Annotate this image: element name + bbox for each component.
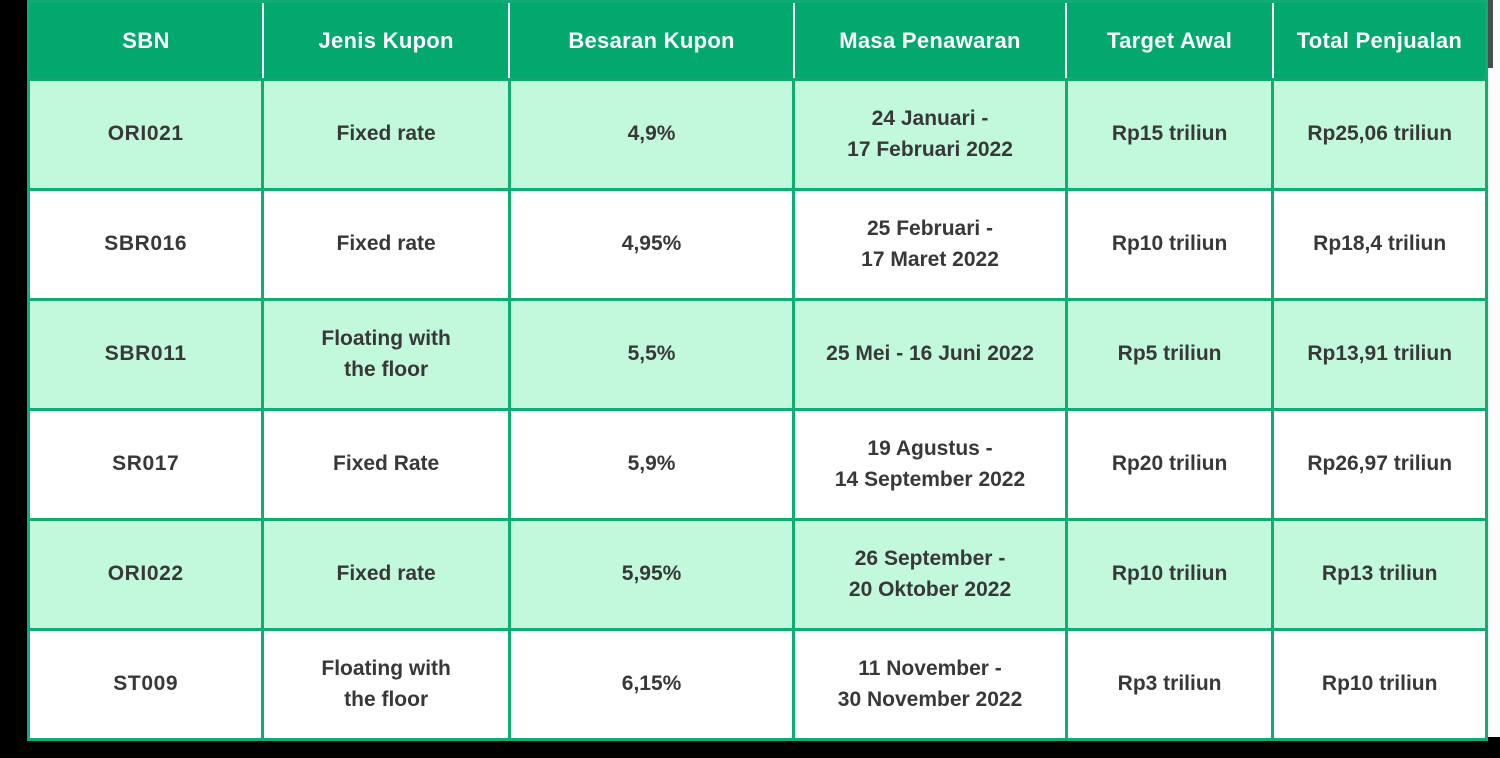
column-header-besaran-kupon: Besaran Kupon — [509, 1, 795, 81]
column-header-target-awal: Target Awal — [1066, 1, 1274, 81]
cell-masa-penawaran: 25 Februari - 17 Maret 2022 — [792, 188, 1068, 301]
cell-jenis-kupon: Floating with the floor — [261, 628, 511, 741]
header-row: SBN Jenis Kupon Besaran Kupon Masa Penaw… — [28, 1, 1487, 81]
cell-besaran-kupon: 5,9% — [507, 408, 796, 521]
cell-sbn: ORI022 — [26, 518, 265, 631]
cell-besaran-kupon: 4,9% — [507, 78, 796, 191]
cell-sbn: SBR011 — [26, 298, 265, 411]
cell-masa-penawaran: 11 November - 30 November 2022 — [792, 628, 1068, 741]
cell-besaran-kupon: 4,95% — [507, 188, 796, 301]
cell-jenis-kupon: Fixed rate — [261, 518, 511, 631]
cell-total-penjualan: Rp26,97 triliun — [1271, 408, 1488, 521]
cell-masa-penawaran: 24 Januari - 17 Februari 2022 — [792, 78, 1068, 191]
cell-total-penjualan: Rp13,91 triliun — [1271, 298, 1488, 411]
right-gutter — [1488, 0, 1500, 737]
cell-masa-penawaran: 26 September - 20 Oktober 2022 — [792, 518, 1068, 631]
cell-target-awal: Rp5 triliun — [1064, 298, 1275, 411]
cell-target-awal: Rp3 triliun — [1064, 628, 1275, 741]
cell-sbn: ORI021 — [26, 78, 265, 191]
table-row: ORI021 Fixed rate 4,9% 24 Januari - 17 F… — [26, 78, 1488, 191]
table-row: SBR011 Floating with the floor 5,5% 25 M… — [26, 298, 1488, 411]
cell-jenis-kupon: Fixed rate — [261, 78, 511, 191]
table-row: SR017 Fixed Rate 5,9% 19 Agustus - 14 Se… — [26, 408, 1488, 521]
header-edge-shadow — [1487, 0, 1493, 68]
cell-sbn: ST009 — [26, 628, 265, 741]
cell-besaran-kupon: 6,15% — [507, 628, 796, 741]
cell-jenis-kupon: Floating with the floor — [261, 298, 511, 411]
cell-besaran-kupon: 5,95% — [507, 518, 796, 631]
table-row: ST009 Floating with the floor 6,15% 11 N… — [26, 628, 1488, 741]
sbn-table-card: SBN Jenis Kupon Besaran Kupon Masa Penaw… — [26, 0, 1488, 741]
column-header-sbn: SBN — [28, 1, 264, 81]
cell-total-penjualan: Rp18,4 triliun — [1271, 188, 1488, 301]
table-row: ORI022 Fixed rate 5,95% 26 September - 2… — [26, 518, 1488, 631]
column-header-masa-penawaran: Masa Penawaran — [793, 1, 1068, 81]
cell-besaran-kupon: 5,5% — [507, 298, 796, 411]
cell-masa-penawaran: 19 Agustus - 14 September 2022 — [792, 408, 1068, 521]
column-header-jenis-kupon: Jenis Kupon — [262, 1, 511, 81]
cell-target-awal: Rp20 triliun — [1064, 408, 1275, 521]
column-header-total-penjualan: Total Penjualan — [1272, 1, 1487, 81]
cell-total-penjualan: Rp10 triliun — [1271, 628, 1488, 741]
cell-jenis-kupon: Fixed Rate — [261, 408, 511, 521]
cell-jenis-kupon: Fixed rate — [261, 188, 511, 301]
cell-total-penjualan: Rp25,06 triliun — [1271, 78, 1488, 191]
sbn-sales-table: SBN Jenis Kupon Besaran Kupon Masa Penaw… — [26, 0, 1488, 741]
cell-target-awal: Rp15 triliun — [1064, 78, 1275, 191]
cell-target-awal: Rp10 triliun — [1064, 518, 1275, 631]
cell-sbn: SBR016 — [26, 188, 265, 301]
cell-total-penjualan: Rp13 triliun — [1271, 518, 1488, 631]
cell-target-awal: Rp10 triliun — [1064, 188, 1275, 301]
cell-sbn: SR017 — [26, 408, 265, 521]
table-row: SBR016 Fixed rate 4,95% 25 Februari - 17… — [26, 188, 1488, 301]
cell-masa-penawaran: 25 Mei - 16 Juni 2022 — [792, 298, 1068, 411]
